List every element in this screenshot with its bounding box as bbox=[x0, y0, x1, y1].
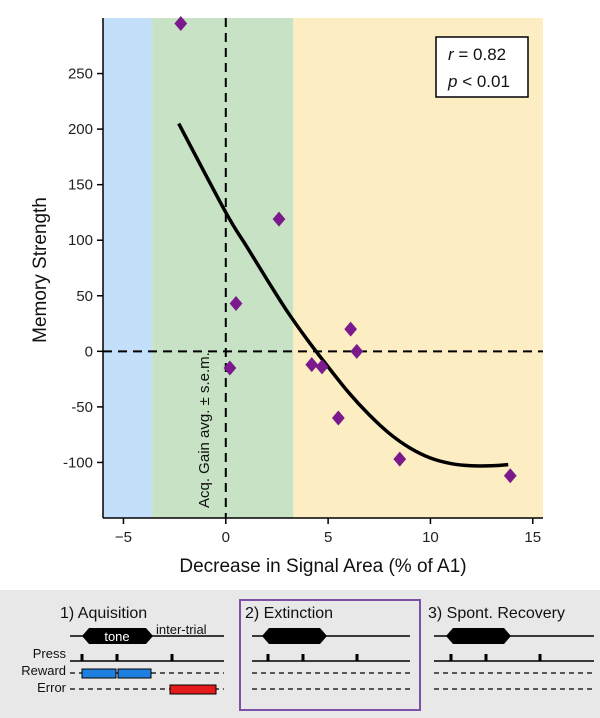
phase-acquisition: 1) Aquisition tone inter-trial Press Rew… bbox=[21, 605, 224, 695]
p-value: < 0.01 bbox=[457, 72, 509, 91]
tone-shape-3 bbox=[446, 628, 511, 644]
x-tick-label-3: 10 bbox=[422, 529, 439, 546]
x-tick-label-1: 0 bbox=[222, 529, 230, 546]
tone-label: tone bbox=[104, 629, 129, 644]
panel-background bbox=[0, 590, 600, 718]
data-point-4 bbox=[223, 360, 237, 376]
y-tick-label-1: 200 bbox=[68, 121, 93, 138]
x-tick-label-4: 15 bbox=[524, 529, 541, 546]
tone-shape bbox=[82, 628, 153, 644]
p-stat: p < 0.01 bbox=[447, 72, 510, 91]
tone-shape-2 bbox=[262, 628, 327, 644]
data-point-10 bbox=[393, 451, 407, 467]
scatter-chart: −5 0 5 10 15 250 200 150 100 50 0 -50 -100 Decrease … bbox=[30, 16, 543, 577]
y-tick-label-2: 150 bbox=[68, 177, 93, 194]
y-tick-label-0: 250 bbox=[68, 66, 93, 83]
y-tick-label-6: -50 bbox=[71, 399, 93, 416]
reward-bar-2 bbox=[117, 668, 152, 679]
y-axis-title: Memory Strength bbox=[30, 197, 51, 343]
x-tick-label-2: 5 bbox=[324, 529, 332, 546]
data-point-2 bbox=[272, 211, 286, 227]
phase-extinction: 2) Extinction bbox=[239, 599, 421, 711]
reward-bar-1 bbox=[81, 668, 117, 679]
region-bands bbox=[103, 18, 543, 518]
data-point-11 bbox=[503, 468, 517, 484]
x-axis-title: Decrease in Signal Area (% of A1) bbox=[179, 556, 466, 577]
y-tick-label-5: 0 bbox=[85, 343, 93, 360]
phase-spont-recovery: 3) Spont. Recovery bbox=[428, 605, 594, 690]
data-points bbox=[174, 16, 517, 484]
fit-curve bbox=[177, 122, 509, 468]
y-tick-label-4: 50 bbox=[76, 288, 93, 305]
data-point-3 bbox=[229, 296, 243, 312]
r-symbol: r bbox=[448, 45, 455, 64]
r-stat: r = 0.82 bbox=[448, 45, 506, 64]
data-point-8 bbox=[350, 343, 364, 359]
error-bar bbox=[169, 684, 217, 695]
vline-annotation: Acq. Gain avg. ± s.e.m. bbox=[196, 352, 213, 508]
error-label: Error bbox=[37, 680, 67, 695]
protocol-panel: 1) Aquisition tone inter-trial Press Rew… bbox=[0, 590, 600, 718]
band-yellow bbox=[293, 18, 543, 518]
phase-2-title: 2) Extinction bbox=[245, 605, 333, 622]
extinction-highlight bbox=[239, 599, 421, 711]
phase-1-title: 1) Aquisition bbox=[60, 605, 147, 622]
y-tick-label-7: -100 bbox=[63, 454, 93, 471]
data-point-6 bbox=[315, 359, 329, 375]
x-tick-label-0: −5 bbox=[115, 529, 132, 546]
reward-label: Reward bbox=[21, 663, 66, 678]
axes: −5 0 5 10 15 250 200 150 100 50 0 -50 -100 bbox=[63, 18, 543, 546]
phase-3-title: 3) Spont. Recovery bbox=[428, 605, 565, 622]
data-point-9 bbox=[331, 410, 345, 426]
band-green bbox=[152, 18, 294, 518]
fit-curve-group bbox=[177, 122, 509, 468]
data-point-5 bbox=[305, 357, 319, 373]
press-label: Press bbox=[33, 646, 67, 661]
reference-lines bbox=[103, 18, 543, 518]
band-blue bbox=[103, 18, 153, 518]
data-point-7 bbox=[344, 321, 358, 337]
r-value: = 0.82 bbox=[454, 45, 506, 64]
y-tick-label-3: 100 bbox=[68, 232, 93, 249]
stats-box: r = 0.82 p < 0.01 bbox=[435, 36, 529, 98]
inter-trial-label: inter-trial bbox=[156, 622, 207, 637]
p-symbol: p bbox=[447, 72, 457, 91]
data-point-1 bbox=[174, 16, 188, 32]
